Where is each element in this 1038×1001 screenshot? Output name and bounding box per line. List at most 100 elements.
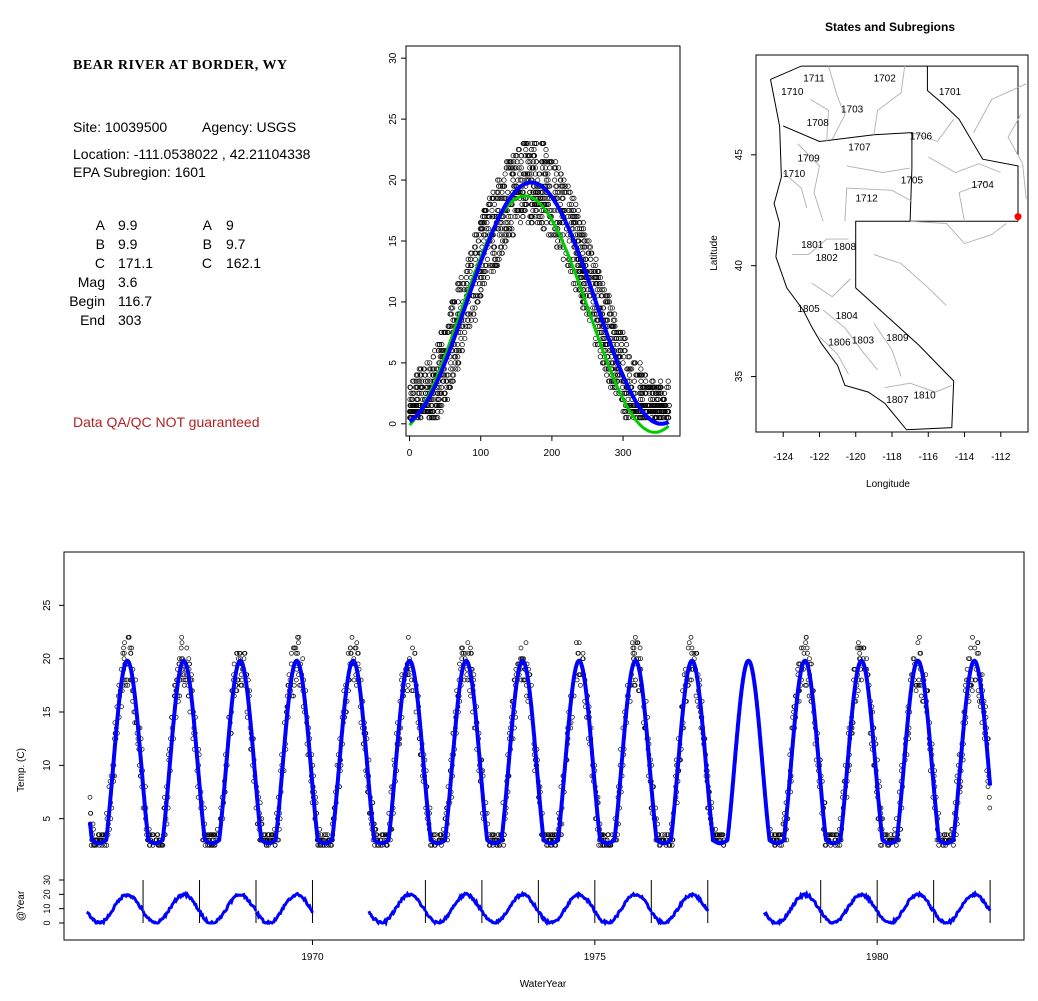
data-point	[438, 348, 444, 354]
y-tick-label: 25	[42, 599, 53, 611]
data-point	[413, 402, 419, 409]
data-point	[406, 634, 411, 640]
data-point	[517, 220, 524, 226]
data-point	[441, 329, 447, 335]
data-point	[976, 650, 981, 656]
data-point	[428, 366, 434, 372]
data-point	[455, 360, 461, 366]
data-point	[181, 682, 187, 688]
region-label: 1802	[816, 253, 839, 264]
data-point	[553, 183, 559, 189]
data-point	[629, 366, 635, 372]
data-point	[665, 409, 671, 415]
data-point	[481, 268, 487, 275]
data-point	[972, 645, 978, 651]
data-point	[575, 207, 581, 214]
data-point	[234, 650, 240, 656]
data-point	[528, 201, 535, 207]
data-point	[584, 238, 590, 244]
seasonal-fits	[408, 180, 670, 434]
data-point	[582, 256, 588, 262]
data-point	[419, 378, 425, 384]
data-point	[499, 189, 505, 195]
y-tick-label: 10	[388, 296, 399, 308]
data-point	[622, 409, 628, 415]
data-point	[418, 366, 424, 372]
data-point	[458, 275, 464, 281]
data-point	[409, 688, 415, 694]
data-point	[535, 214, 541, 220]
data-point	[408, 390, 414, 396]
data-point	[538, 189, 544, 195]
data-point	[581, 244, 587, 250]
data-point	[511, 159, 517, 165]
data-point	[506, 232, 512, 238]
data-point	[123, 682, 129, 688]
data-point	[177, 656, 182, 662]
data-point	[568, 220, 574, 226]
data-point	[630, 360, 636, 366]
state-outline-id-mt	[926, 66, 1019, 222]
data-point	[435, 402, 441, 409]
data-point	[986, 794, 992, 800]
data-point	[478, 293, 484, 299]
data-point	[589, 268, 595, 275]
data-point	[552, 177, 558, 183]
data-point	[465, 640, 471, 646]
data-point	[515, 147, 521, 153]
data-point	[417, 415, 424, 421]
data-point	[546, 232, 552, 238]
data-point	[623, 409, 629, 415]
data-point	[613, 390, 619, 396]
data-point	[464, 268, 471, 275]
data-point	[465, 262, 471, 268]
data-point	[507, 165, 513, 171]
region-label: 1707	[848, 142, 871, 153]
seasonal-axes: 0 100 200 300 0 5 10 15 20 25 30	[388, 45, 681, 459]
data-point	[618, 348, 624, 354]
data-point	[606, 299, 613, 305]
data-point	[660, 409, 666, 415]
subregion-boundary	[844, 187, 913, 222]
data-point	[570, 207, 576, 214]
data-point	[658, 378, 664, 384]
data-point	[569, 195, 575, 201]
data-point	[422, 378, 428, 384]
data-point	[626, 372, 633, 378]
data-point	[458, 335, 464, 342]
data-point	[429, 415, 435, 421]
year-curve	[367, 890, 427, 927]
data-point	[572, 281, 578, 287]
data-point	[467, 311, 474, 317]
data-point	[600, 305, 606, 311]
data-point	[122, 640, 127, 646]
x-tick-label: 300	[615, 448, 632, 459]
data-point	[468, 256, 474, 262]
data-point	[489, 207, 495, 214]
data-point	[975, 640, 981, 646]
data-point	[636, 656, 641, 662]
data-point	[120, 650, 126, 656]
data-point	[616, 348, 622, 354]
data-point	[570, 214, 576, 220]
data-point	[430, 372, 436, 378]
data-point	[605, 299, 611, 305]
fit-line-green	[408, 194, 670, 434]
data-point	[512, 214, 518, 220]
data-point	[88, 810, 94, 816]
data-point	[503, 232, 510, 238]
data-point	[445, 372, 451, 378]
data-point	[321, 832, 327, 838]
data-point	[918, 650, 924, 656]
data-point	[973, 677, 978, 683]
data-point	[542, 165, 549, 171]
data-point	[657, 402, 663, 409]
data-point	[504, 226, 510, 232]
data-point	[499, 238, 506, 244]
subregion-boundary	[884, 382, 952, 393]
x-tick-label: -114	[955, 452, 975, 463]
data-point	[566, 238, 572, 244]
data-point	[414, 396, 420, 402]
data-point	[523, 140, 529, 147]
data-point	[499, 250, 505, 256]
